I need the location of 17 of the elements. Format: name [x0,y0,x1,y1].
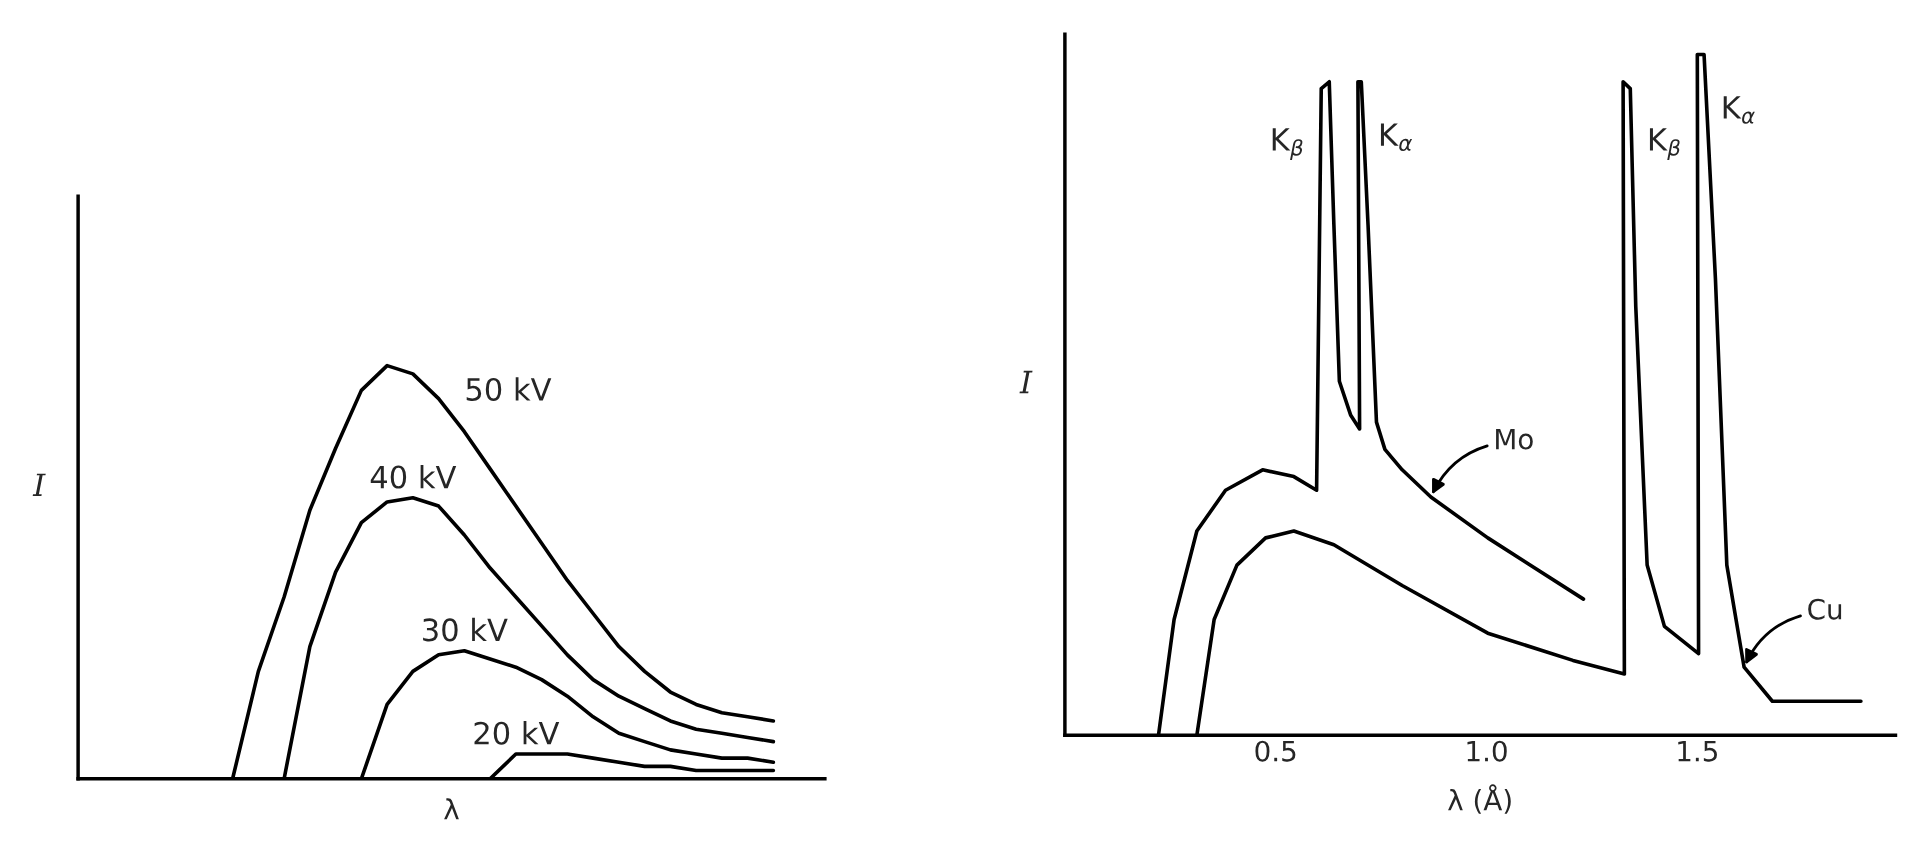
text: Cu [1808,598,1842,620]
text: Mo [1496,428,1533,450]
x-axis-title: λ (Å) [1448,784,1511,814]
x-tick-label: 1.0 [1467,740,1507,762]
series-label: 20 kV [474,721,560,745]
series-label: 50 kV [466,377,552,401]
series-label: 30 kV [423,617,508,642]
series-label: 40 kV [370,464,457,489]
annotation: K$_{α}$ [1380,123,1413,151]
y-axis-title: I [1019,370,1033,394]
annotation: K$_{β}$ [1649,128,1680,160]
annotation: K$_{β}$ [1272,128,1303,160]
x-tick-label: 0.5 [1255,740,1296,762]
x-axis-title: λ [444,798,459,820]
y-axis-title: I [32,473,46,496]
annotation: K$_{α}$ [1723,96,1755,124]
x-tick-label: 1.5 [1678,741,1717,762]
